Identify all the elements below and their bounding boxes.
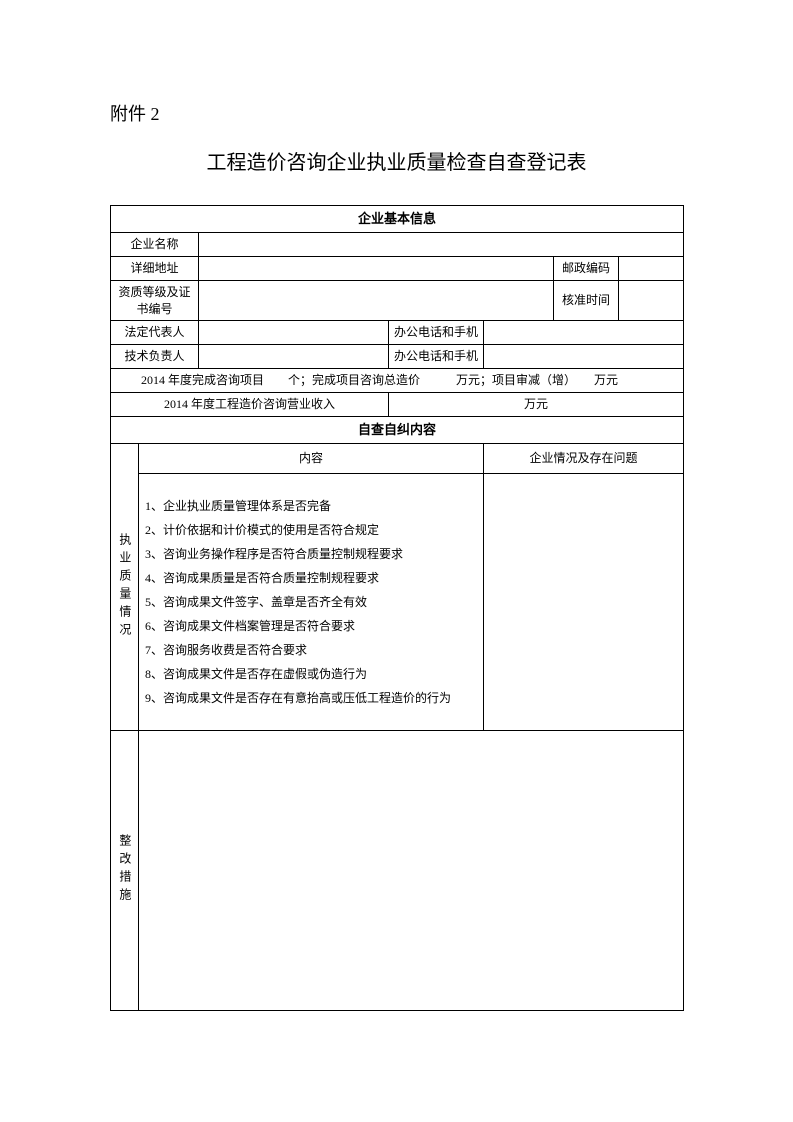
label-qualification: 资质等级及证书编号 bbox=[111, 280, 199, 321]
label-tech-lead: 技术负责人 bbox=[111, 345, 199, 369]
section1-header: 企业基本信息 bbox=[111, 206, 684, 233]
value-postal-code bbox=[619, 256, 684, 280]
section2-header: 自查自纠内容 bbox=[111, 416, 684, 443]
main-title: 工程造价咨询企业执业质量检查自查登记表 bbox=[110, 146, 683, 175]
content-item: 6、咨询成果文件档案管理是否符合要求 bbox=[145, 614, 477, 638]
value-company-name bbox=[199, 233, 684, 257]
project-summary-row: 2014 年度完成咨询项目 个；完成项目咨询总造价 万元；项目审减（增） 万元 bbox=[111, 368, 684, 392]
label-company-name: 企业名称 bbox=[111, 233, 199, 257]
registration-table: 企业基本信息 企业名称 详细地址 邮政编码 资质等级及证书编号 核准时间 法定代… bbox=[110, 205, 684, 1011]
content-item: 5、咨询成果文件签字、盖章是否齐全有效 bbox=[145, 590, 477, 614]
content-items-cell: 1、企业执业质量管理体系是否完备 2、计价依据和计价模式的使用是否符合规定 3、… bbox=[139, 473, 484, 730]
value-address bbox=[199, 256, 554, 280]
value-income: 万元 bbox=[389, 392, 684, 416]
value-qualification bbox=[199, 280, 554, 321]
vertical-label-measures: 整改措施 bbox=[111, 730, 139, 1010]
label-postal-code: 邮政编码 bbox=[554, 256, 619, 280]
measures-cell bbox=[139, 730, 684, 1010]
col-header-content: 内容 bbox=[139, 443, 484, 473]
content-item: 3、咨询业务操作程序是否符合质量控制规程要求 bbox=[145, 542, 477, 566]
issues-cell bbox=[484, 473, 684, 730]
content-item: 7、咨询服务收费是否符合要求 bbox=[145, 638, 477, 662]
value-office-phone2 bbox=[484, 345, 684, 369]
label-legal-rep: 法定代表人 bbox=[111, 321, 199, 345]
value-tech-lead bbox=[199, 345, 389, 369]
label-office-phone2: 办公电话和手机 bbox=[389, 345, 484, 369]
content-item: 9、咨询成果文件是否存在有意抬高或压低工程造价的行为 bbox=[145, 686, 477, 710]
content-item: 2、计价依据和计价模式的使用是否符合规定 bbox=[145, 518, 477, 542]
vertical-label-quality: 执业质量情况 bbox=[111, 443, 139, 730]
content-item: 8、咨询成果文件是否存在虚假或伪造行为 bbox=[145, 662, 477, 686]
label-address: 详细地址 bbox=[111, 256, 199, 280]
value-approval-time bbox=[619, 280, 684, 321]
label-approval-time: 核准时间 bbox=[554, 280, 619, 321]
label-office-phone1: 办公电话和手机 bbox=[389, 321, 484, 345]
content-item: 4、咨询成果质量是否符合质量控制规程要求 bbox=[145, 566, 477, 590]
value-office-phone1 bbox=[484, 321, 684, 345]
value-legal-rep bbox=[199, 321, 389, 345]
attachment-label: 附件 2 bbox=[110, 100, 683, 126]
content-item: 1、企业执业质量管理体系是否完备 bbox=[145, 494, 477, 518]
label-income: 2014 年度工程造价咨询营业收入 bbox=[111, 392, 389, 416]
col-header-issues: 企业情况及存在问题 bbox=[484, 443, 684, 473]
